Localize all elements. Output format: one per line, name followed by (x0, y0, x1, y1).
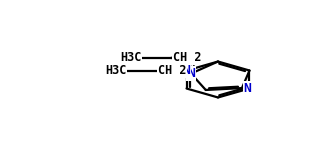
Text: H: H (188, 63, 194, 73)
Text: N: N (187, 67, 195, 80)
Text: CH 2: CH 2 (173, 51, 202, 64)
Text: N: N (182, 64, 190, 77)
Text: N: N (243, 82, 251, 95)
Text: CH 2: CH 2 (158, 64, 187, 77)
Text: H3C: H3C (120, 51, 141, 64)
Text: H3C: H3C (105, 64, 126, 77)
